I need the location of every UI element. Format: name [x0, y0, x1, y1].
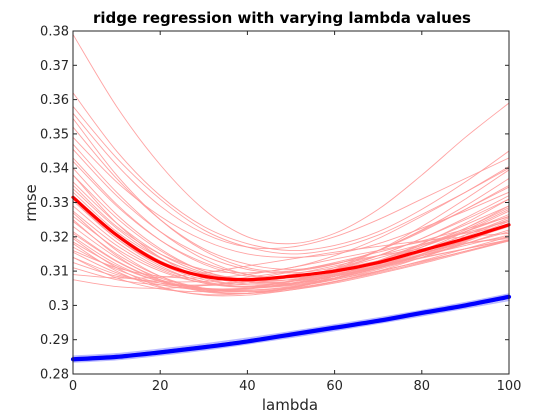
y-tick-label: 0.33: [40, 196, 69, 211]
test-run-line-32: [72, 186, 510, 288]
test-run-line-7: [72, 136, 510, 258]
plot-area: [73, 31, 509, 374]
test-mean-line-0: [71, 195, 511, 282]
x-tick-label: 100: [497, 379, 522, 394]
x-tick-label: 20: [152, 379, 169, 394]
test-run-line-24: [72, 234, 510, 290]
y-tick-label: 0.38: [40, 25, 69, 40]
y-tick-label: 0.32: [40, 230, 69, 245]
test-run-line-13: [72, 188, 510, 283]
y-tick-label: 0.37: [40, 59, 69, 74]
x-tick-label: 60: [326, 379, 343, 394]
y-axis-label: rmse: [22, 184, 40, 222]
y-tick-label: 0.35: [40, 127, 69, 142]
y-tick-label: 0.34: [40, 162, 69, 177]
y-tick-label: 0.28: [40, 368, 69, 383]
y-tick-label: 0.29: [40, 333, 69, 348]
x-tick-label: 0: [69, 379, 77, 394]
test-run-line-20: [72, 224, 510, 291]
y-tick-label: 0.3: [48, 299, 69, 314]
series-layer: [70, 33, 512, 363]
x-tick-label: 80: [414, 379, 431, 394]
train-run-line-45: [72, 299, 510, 363]
test-run-line-4: [72, 106, 510, 255]
test-run-line-3: [72, 92, 510, 251]
chart-title: ridge regression with varying lambda val…: [93, 9, 471, 27]
test-run-line-2: [72, 33, 510, 245]
axes-layer: 0 20 40 60 80 100 0.28 0.29 0.3 0.31 0.32 0.33 0.34 0…: [40, 25, 521, 395]
test-run-line-36: [72, 232, 510, 279]
y-tick-label: 0.36: [40, 93, 69, 108]
test-run-line-6: [72, 126, 510, 270]
x-tick-label: 40: [239, 379, 256, 394]
train-mean-line-1: [70, 294, 512, 362]
test-run-line-43: [72, 239, 510, 293]
x-axis-label: lambda: [262, 396, 318, 414]
test-run-line-37: [72, 143, 510, 279]
y-tick-label: 0.31: [40, 265, 69, 280]
test-run-line-44: [72, 112, 510, 250]
train-run-line-46: [72, 293, 510, 357]
test-run-line-41: [72, 238, 510, 297]
test-run-line-17: [72, 210, 510, 289]
test-run-line-42: [72, 240, 510, 296]
